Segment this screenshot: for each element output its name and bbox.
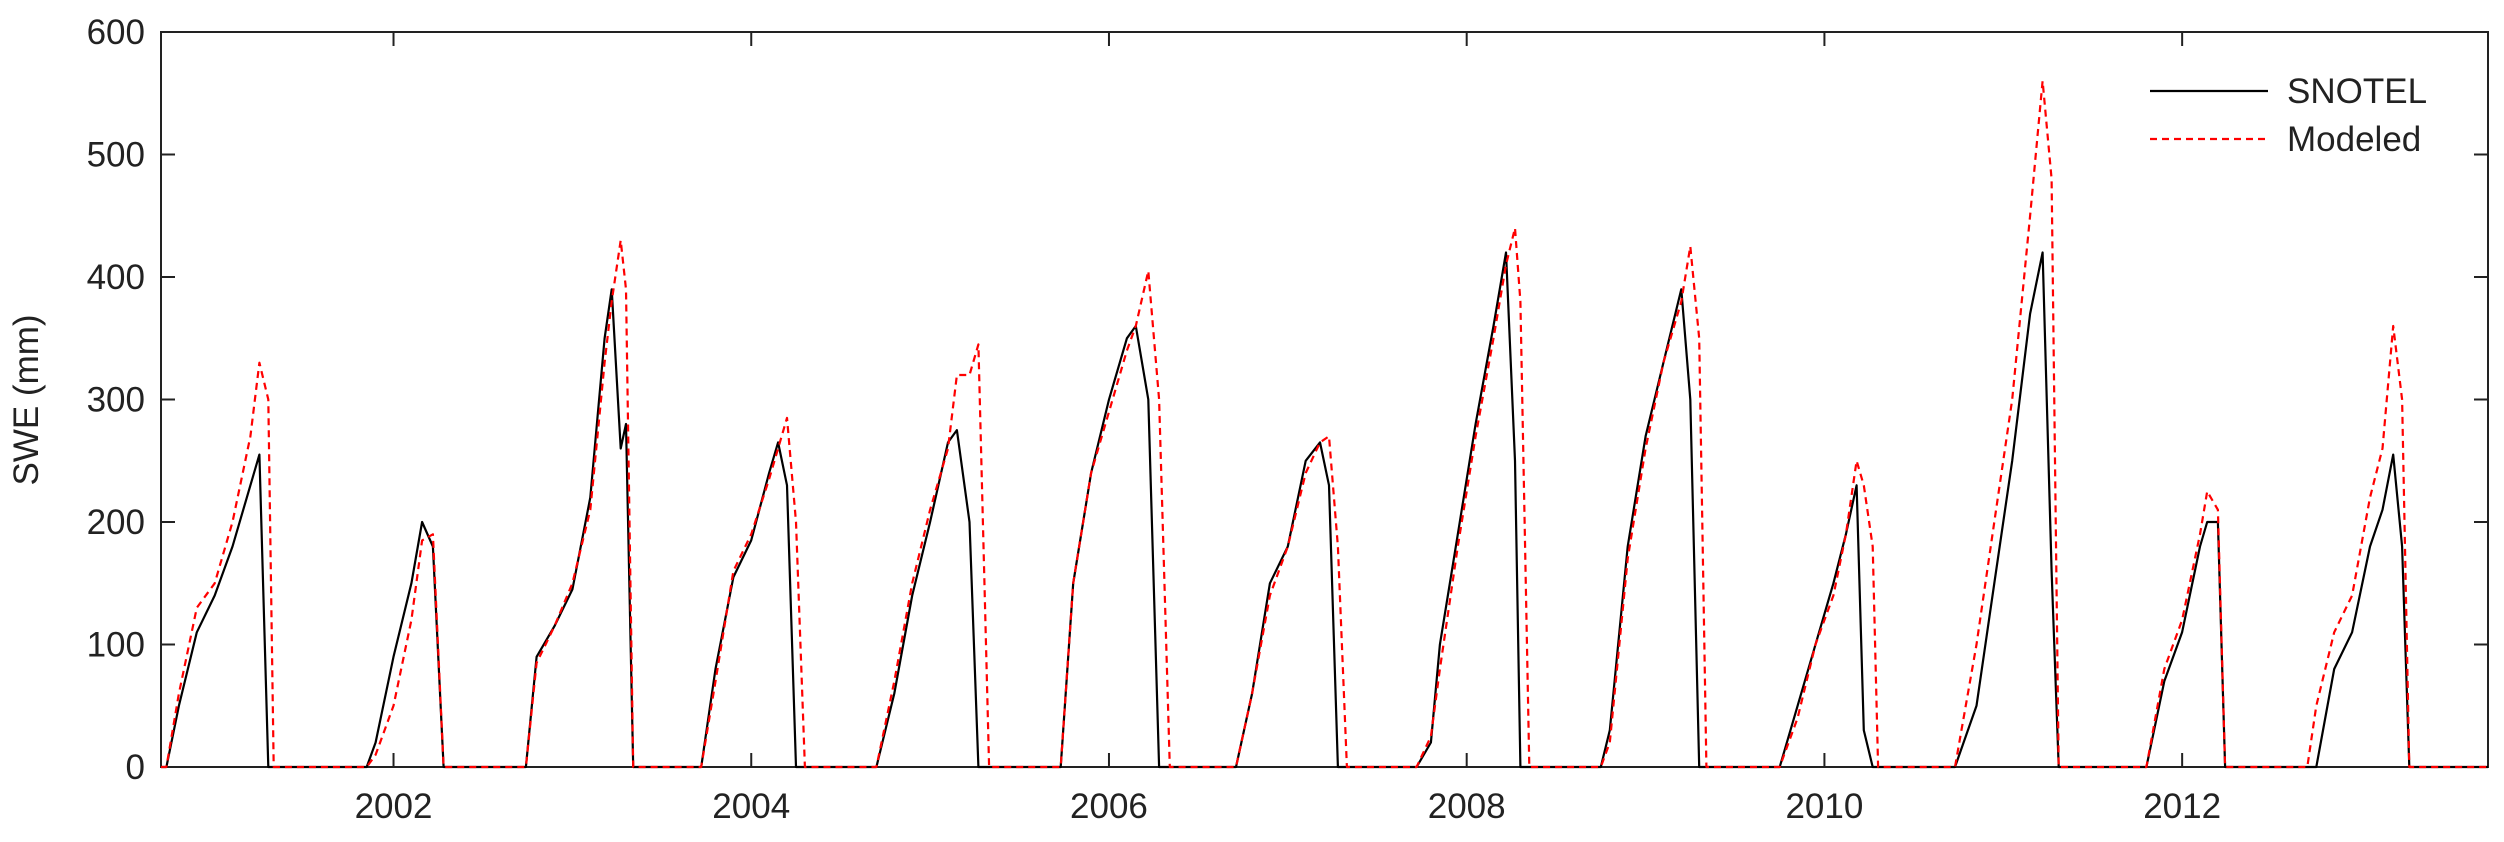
- y-tick-label: 600: [87, 13, 145, 52]
- plot-frame: [160, 31, 2489, 768]
- x-tick-label: 2008: [1428, 787, 1506, 826]
- y-axis-label: SWE (mm): [7, 314, 46, 485]
- y-tick-label: 400: [87, 258, 145, 297]
- x-tick-label: 2010: [1785, 787, 1863, 826]
- y-tick-label: 0: [126, 748, 145, 787]
- x-tick-label: 2004: [712, 787, 790, 826]
- y-tick-label: 100: [87, 626, 145, 665]
- y-tick-label: 200: [87, 503, 145, 542]
- x-tick-label: 2006: [1070, 787, 1148, 826]
- legend-label: Modeled: [2287, 120, 2421, 159]
- series-line: [161, 251, 2488, 769]
- y-tick-label: 500: [87, 136, 145, 175]
- series-line: [161, 79, 2488, 769]
- x-tick-label: 2002: [355, 787, 433, 826]
- y-tick-label: 300: [87, 381, 145, 420]
- legend-label: SNOTEL: [2287, 72, 2427, 111]
- x-tick-label: 2012: [2143, 787, 2221, 826]
